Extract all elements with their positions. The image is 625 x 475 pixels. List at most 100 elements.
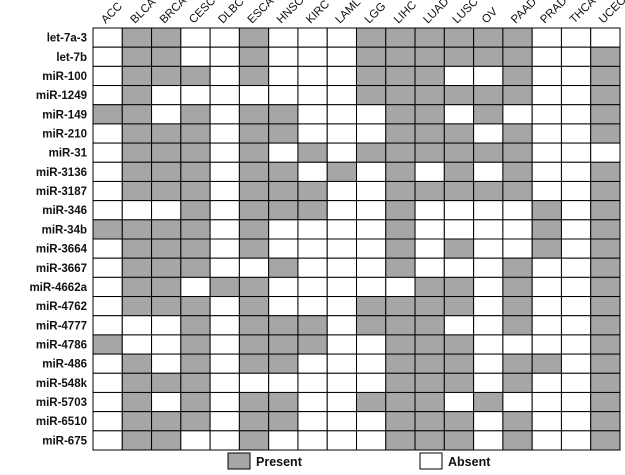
heatmap-cell [560,353,592,374]
heatmap-cell [473,257,504,278]
heatmap-cell [414,296,445,317]
heatmap-cell [560,123,592,144]
heatmap-cell [385,353,416,374]
heatmap-cell [590,123,621,144]
heatmap-cell [151,296,182,317]
row-label: miR-548k [36,378,88,390]
column-label: ESCA [246,0,277,26]
heatmap-cell [238,276,270,298]
heatmap-cell [531,411,562,432]
heatmap-cell [180,161,211,182]
heatmap-cell [238,296,270,317]
heatmap-cell [180,65,211,87]
heatmap-cell [473,372,504,393]
heatmap-cell [180,296,211,317]
heatmap-cell [560,104,592,125]
heatmap-cell [209,315,240,336]
heatmap-cell [414,27,445,48]
heatmap-cell [209,238,240,259]
heatmap-cell [209,430,240,451]
heatmap-cells [92,27,621,451]
heatmap-cell [268,411,299,432]
heatmap-cell [356,161,387,182]
heatmap-cell [443,161,475,182]
column-label: KIRC [304,0,332,26]
heatmap-cell [238,372,270,393]
heatmap-cell [326,411,358,432]
heatmap-cell [560,65,592,87]
heatmap-cell [473,391,504,413]
heatmap-cell [502,411,533,432]
heatmap-cell [92,65,123,87]
row-labels: let-7a-3 let-7b miR-100 miR-1249 miR-149 miR-… [29,33,87,448]
heatmap-cell [443,334,475,355]
heatmap-cell [151,257,182,278]
heatmap-cell [385,411,416,432]
heatmap-cell [414,411,445,432]
heatmap-cell [385,65,416,87]
heatmap-cell [268,200,299,221]
heatmap-cell [443,372,475,393]
heatmap-cell [356,315,387,336]
heatmap-cell [121,238,153,259]
heatmap-cell [443,46,475,67]
heatmap-cell [385,104,416,125]
heatmap-cell [531,430,562,451]
heatmap-cell [180,315,211,336]
heatmap-cell [209,46,240,67]
heatmap-cell [473,65,504,87]
heatmap-cell [560,411,592,432]
heatmap-cell [531,85,562,106]
heatmap-cell [590,200,621,221]
heatmap-cell [356,238,387,259]
heatmap-cell [326,46,358,67]
heatmap-cell [414,85,445,106]
heatmap-cell [385,296,416,317]
heatmap-cell [356,257,387,278]
heatmap-cell [151,334,182,355]
heatmap-cell [238,65,270,87]
heatmap-cell [502,296,533,317]
heatmap-cell [268,334,299,355]
heatmap-cell [121,296,153,317]
heatmap-cell [238,180,270,202]
heatmap-cell [473,142,504,163]
heatmap-cell [590,46,621,67]
heatmap-cell [297,334,328,355]
heatmap-cell [443,27,475,48]
heatmap-cell [326,257,358,278]
heatmap-cell [414,353,445,374]
heatmap-cell [180,85,211,106]
heatmap-cell [268,65,299,87]
heatmap-cell [531,180,562,202]
heatmap-cell [209,104,240,125]
heatmap-cell [326,200,358,221]
heatmap-cell [560,296,592,317]
heatmap-cell [473,315,504,336]
heatmap-cell [502,391,533,413]
heatmap-cell [356,123,387,144]
heatmap-cell [502,219,533,240]
heatmap-cell [180,200,211,221]
heatmap-cell [356,372,387,393]
heatmap-cell [356,104,387,125]
heatmap-cell [414,219,445,240]
heatmap-cell [414,104,445,125]
heatmap-cell [414,65,445,87]
heatmap-cell [473,85,504,106]
column-label: CESC [187,0,218,26]
heatmap-cell [502,257,533,278]
heatmap-cell [151,238,182,259]
heatmap-cell [209,142,240,163]
heatmap-cell [92,123,123,144]
heatmap-cell [356,46,387,67]
row-label: miR-6510 [36,416,87,428]
heatmap-cell [443,353,475,374]
heatmap-cell [326,430,358,451]
heatmap-cell [356,27,387,48]
heatmap-cell [356,411,387,432]
heatmap-cell [180,391,211,413]
row-label: miR-31 [49,148,88,160]
